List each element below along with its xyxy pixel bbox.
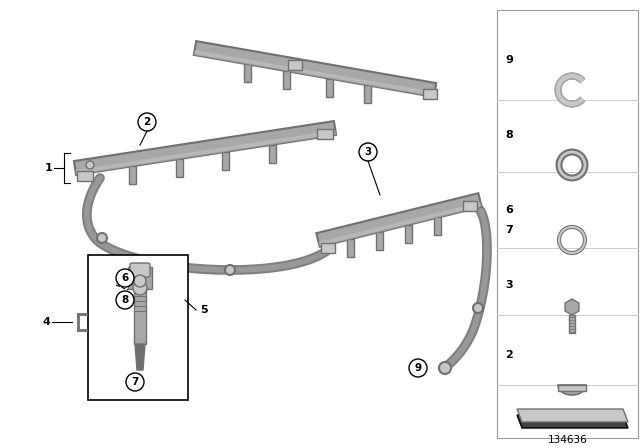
Circle shape [97, 233, 107, 243]
Polygon shape [269, 145, 276, 163]
Circle shape [225, 265, 235, 275]
Text: 3: 3 [505, 280, 513, 290]
Bar [321, 243, 335, 253]
Text: 5: 5 [200, 305, 207, 315]
Bar [77, 171, 93, 181]
Polygon shape [175, 159, 182, 177]
Polygon shape [194, 41, 436, 97]
Circle shape [359, 143, 377, 161]
Polygon shape [135, 344, 145, 370]
Text: 9: 9 [505, 55, 513, 65]
Polygon shape [517, 415, 628, 428]
Polygon shape [558, 385, 586, 395]
Text: 8: 8 [122, 295, 129, 305]
Text: 2: 2 [143, 117, 150, 127]
Circle shape [86, 161, 94, 169]
Text: 7: 7 [505, 225, 513, 235]
Bar [569, 315, 575, 333]
Polygon shape [565, 299, 579, 315]
Text: 134636: 134636 [548, 435, 588, 445]
Bar [88, 255, 188, 400]
Circle shape [116, 269, 134, 287]
Text: 8: 8 [505, 130, 513, 140]
Circle shape [133, 281, 147, 295]
Polygon shape [364, 85, 371, 103]
Text: 6: 6 [505, 205, 513, 215]
Circle shape [409, 359, 427, 377]
Text: 1: 1 [44, 163, 52, 173]
FancyBboxPatch shape [130, 263, 150, 277]
Text: 4: 4 [42, 317, 50, 327]
Polygon shape [283, 71, 290, 89]
Bar [288, 60, 302, 70]
Circle shape [439, 362, 451, 374]
Circle shape [473, 303, 483, 313]
Polygon shape [76, 130, 336, 175]
Polygon shape [435, 217, 442, 235]
Polygon shape [129, 166, 136, 184]
Polygon shape [74, 121, 336, 175]
Circle shape [116, 291, 134, 309]
Bar [497, 10, 638, 438]
Bar [134, 289, 146, 344]
Polygon shape [222, 152, 229, 170]
Bar [317, 129, 333, 139]
Circle shape [138, 113, 156, 131]
Polygon shape [194, 50, 435, 97]
Text: 6: 6 [122, 273, 129, 283]
Text: 9: 9 [415, 363, 422, 373]
Text: 2: 2 [505, 350, 513, 360]
Circle shape [134, 275, 146, 287]
Bar [423, 89, 437, 99]
Polygon shape [319, 202, 482, 247]
Bar [463, 201, 477, 211]
Polygon shape [347, 239, 354, 257]
Text: 3: 3 [364, 147, 372, 157]
Text: 7: 7 [131, 377, 139, 387]
Polygon shape [326, 78, 333, 96]
Polygon shape [405, 224, 412, 243]
Polygon shape [376, 232, 383, 250]
Polygon shape [244, 64, 252, 82]
Bar [558, 385, 586, 391]
Circle shape [126, 373, 144, 391]
Polygon shape [517, 409, 628, 422]
Bar [128, 267, 152, 289]
Polygon shape [316, 193, 482, 247]
